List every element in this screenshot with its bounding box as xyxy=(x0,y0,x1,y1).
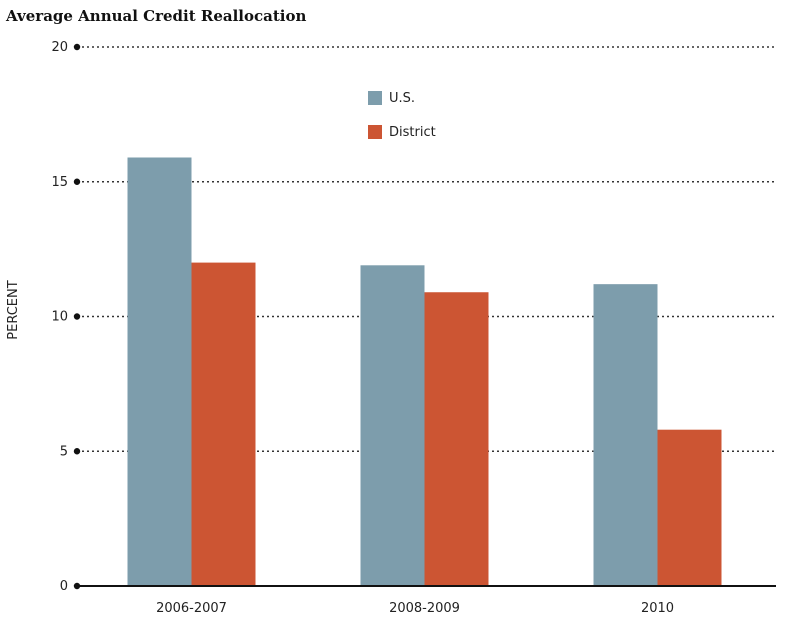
y-tick-label: 5 xyxy=(60,444,68,459)
legend: U.S. District xyxy=(368,91,436,140)
y-axis-title: PERCENT xyxy=(6,280,21,339)
x-tick-label: 2010 xyxy=(641,601,674,616)
axes: 0 5 10 15 20 2006-2007 2008-2009 2010 xyxy=(51,40,776,616)
x-tick-label: 2006-2007 xyxy=(156,601,227,616)
bar-district-2008-2009 xyxy=(424,292,489,586)
legend-swatch xyxy=(368,125,382,139)
bar-u-s-2008-2009 xyxy=(360,265,425,586)
y-tick-label: 0 xyxy=(60,579,68,594)
x-tick-label: 2008-2009 xyxy=(389,601,460,616)
bar-district-2010 xyxy=(657,429,722,586)
bar-u-s-2006-2007 xyxy=(127,157,192,586)
y-tick-mark xyxy=(73,43,81,51)
bar-district-2006-2007 xyxy=(191,262,256,586)
y-tick-label: 10 xyxy=(51,310,68,325)
legend-swatch xyxy=(368,91,382,105)
y-tick-mark xyxy=(73,178,81,185)
bars xyxy=(127,157,722,586)
y-tick-label: 20 xyxy=(51,40,68,55)
chart-title: Average Annual Credit Reallocation xyxy=(5,7,306,25)
legend-label: U.S. xyxy=(389,91,415,106)
y-tick-mark xyxy=(73,448,81,455)
bar-u-s-2010 xyxy=(593,284,658,586)
legend-label: District xyxy=(389,125,436,140)
y-tick-mark xyxy=(73,313,81,320)
y-tick-label: 15 xyxy=(51,175,68,190)
